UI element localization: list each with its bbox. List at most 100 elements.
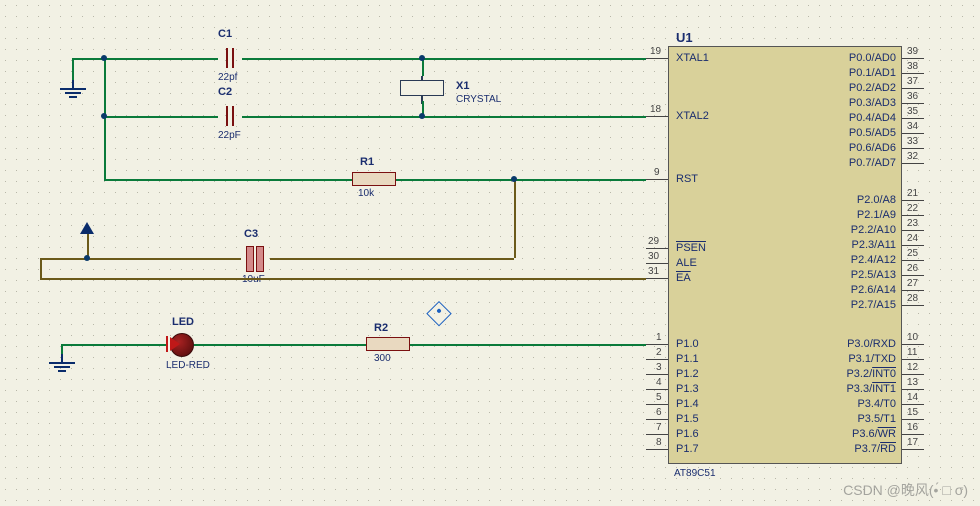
pin-name: P1.7 [676, 443, 699, 455]
pin-lead [902, 389, 924, 390]
node [84, 255, 90, 261]
pin-lead [646, 278, 668, 279]
wire [242, 58, 646, 60]
pin-lead [902, 103, 924, 104]
pin-num: 22 [907, 203, 918, 214]
pin-lead [902, 344, 924, 345]
pin-lead [646, 116, 668, 117]
pin-name: P0.2/AD2 [849, 82, 896, 94]
led-ref: LED [172, 316, 194, 328]
origin-icon [426, 301, 451, 326]
pin-num: 1 [656, 332, 662, 343]
pin-num: 39 [907, 46, 918, 57]
pin-num: 18 [650, 104, 661, 115]
pin-num: 10 [907, 332, 918, 343]
pin-name: P2.3/A11 [852, 239, 896, 251]
wire [61, 344, 167, 346]
pin-name: P1.2 [676, 368, 699, 380]
wire [72, 58, 218, 60]
pin-name: P3.7/RD [854, 443, 896, 455]
pin-name: P3.3/INT1 [846, 383, 896, 395]
pin-name: P0.7/AD7 [849, 157, 896, 169]
pin-name: P0.4/AD4 [849, 112, 896, 124]
pin-lead [902, 245, 924, 246]
pin-lead [902, 200, 924, 201]
wire [104, 179, 352, 181]
node [101, 113, 107, 119]
capacitor-c3[interactable] [240, 244, 270, 272]
pin-name: P3.4/T0 [857, 398, 896, 410]
pin-name: P2.2/A10 [851, 224, 896, 236]
wire [87, 258, 241, 260]
pin-lead [902, 290, 924, 291]
pin-name: XTAL1 [676, 52, 709, 64]
wire [40, 258, 42, 278]
pin-lead [646, 263, 668, 264]
pin-lead [902, 215, 924, 216]
pin-name: P3.1/TXD [848, 353, 896, 365]
pin-num: 28 [907, 293, 918, 304]
watermark: CSDN @晚风(•́ □ σ) [843, 480, 968, 500]
pin-name: P1.1 [676, 353, 699, 365]
pin-num: 4 [656, 377, 662, 388]
pin-lead [646, 449, 668, 450]
pin-lead [902, 449, 924, 450]
pin-num: 9 [654, 167, 660, 178]
pin-num: 17 [907, 437, 918, 448]
pin-lead [902, 305, 924, 306]
node [419, 55, 425, 61]
pin-num: 30 [648, 251, 659, 262]
pin-name: P1.3 [676, 383, 699, 395]
wire [40, 258, 88, 260]
pin-lead [902, 419, 924, 420]
wire [396, 179, 646, 181]
pin-name: ALE [676, 257, 697, 269]
ground-symbol [58, 80, 88, 102]
pin-num: 7 [656, 422, 662, 433]
pin-lead [902, 73, 924, 74]
pin-lead [646, 58, 668, 59]
pin-num: 11 [907, 347, 917, 358]
pin-name: P1.6 [676, 428, 699, 440]
pin-num: 2 [656, 347, 662, 358]
pin-lead [902, 374, 924, 375]
capacitor-c1[interactable] [218, 44, 242, 72]
pin-name: P1.0 [676, 338, 699, 350]
pin-name: P3.6/WR [852, 428, 896, 440]
wire [514, 179, 516, 258]
pin-num: 33 [907, 136, 918, 147]
x1-value: CRYSTAL [456, 94, 501, 105]
crystal-x1[interactable] [400, 80, 444, 96]
resistor-r2[interactable] [366, 337, 410, 351]
pin-lead [646, 404, 668, 405]
pin-name: P1.4 [676, 398, 699, 410]
pin-num: 27 [907, 278, 918, 289]
pin-lead [902, 133, 924, 134]
wire [242, 116, 646, 118]
pin-name: P0.0/AD0 [849, 52, 896, 64]
pin-num: 36 [907, 91, 918, 102]
pin-name: PSEN [676, 242, 706, 254]
r2-value: 300 [374, 353, 391, 364]
u1-value: AT89C51 [674, 468, 716, 479]
c2-value: 22pF [218, 130, 241, 141]
wire [194, 344, 366, 346]
r1-ref: R1 [360, 156, 374, 168]
pin-name: P2.6/A14 [851, 284, 896, 296]
pin-num: 15 [907, 407, 918, 418]
capacitor-c2[interactable] [218, 102, 242, 130]
pin-lead [902, 148, 924, 149]
pin-name: P2.4/A12 [851, 254, 896, 266]
pin-num: 31 [648, 266, 659, 277]
pin-name: P2.0/A8 [857, 194, 896, 206]
pin-lead [902, 404, 924, 405]
pin-num: 13 [907, 377, 918, 388]
pin-num: 3 [656, 362, 662, 373]
vcc-arrow [80, 222, 94, 234]
pin-num: 24 [907, 233, 918, 244]
c3-value: 10uF [242, 274, 265, 285]
r1-value: 10k [358, 188, 374, 199]
resistor-r1[interactable] [352, 172, 396, 186]
pin-num: 34 [907, 121, 918, 132]
pin-lead [646, 374, 668, 375]
